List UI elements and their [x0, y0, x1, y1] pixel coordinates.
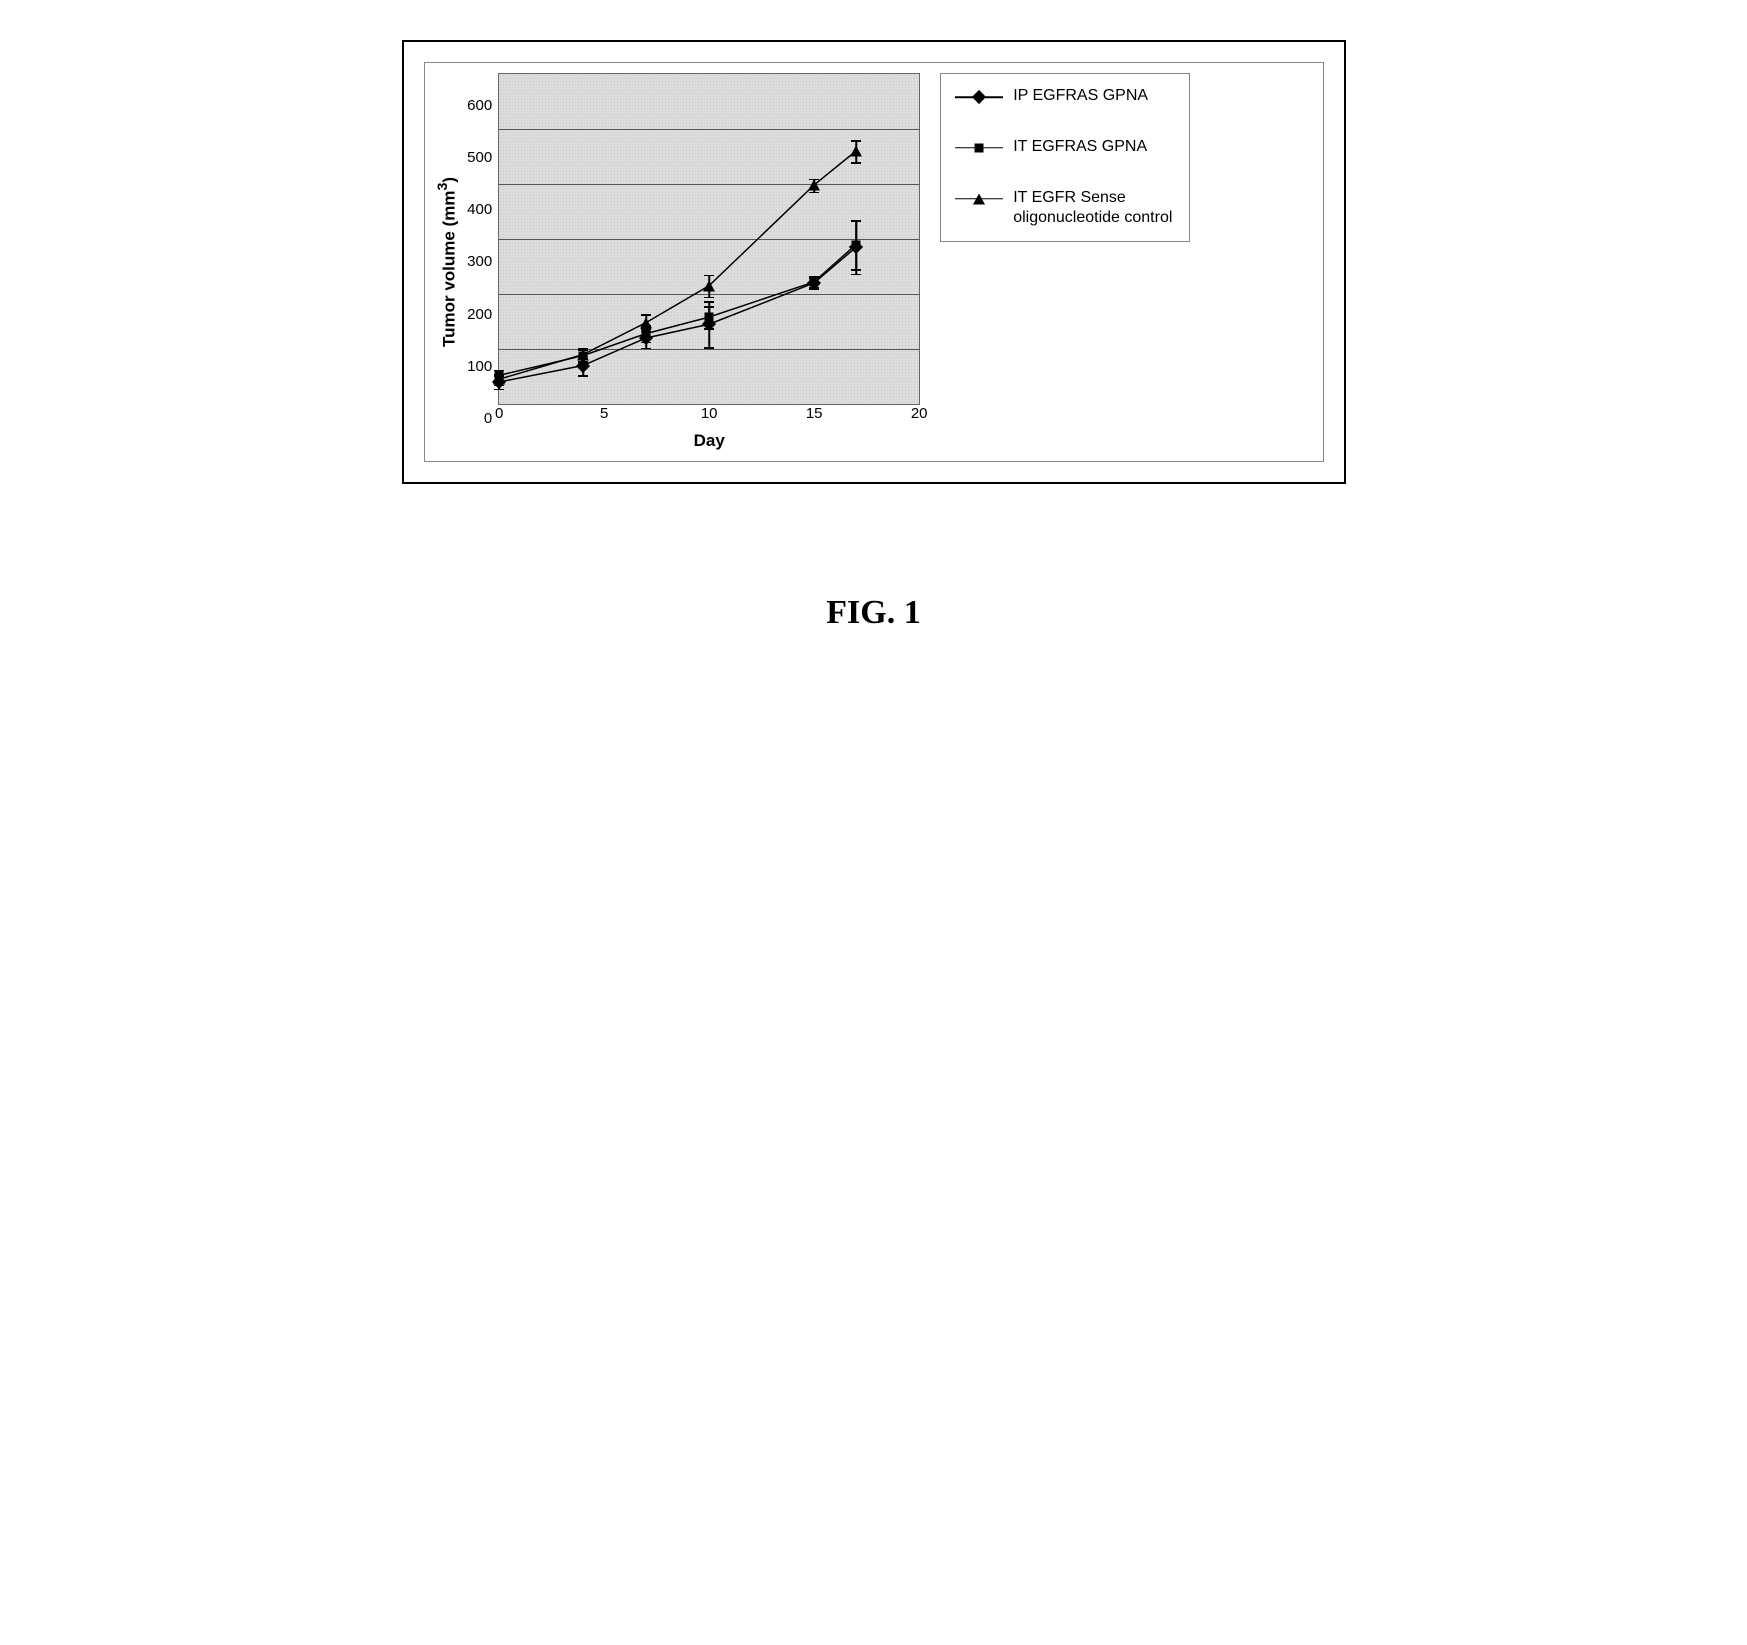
legend-label: IT EGFRAS GPNA [1013, 137, 1147, 158]
error-cap [641, 348, 651, 350]
x-ticks: 05101520 [499, 405, 919, 427]
data-marker [810, 277, 819, 286]
chart-left: Tumor volume (mm3) 600 500 400 300 200 100 0 0… [435, 73, 921, 451]
error-cap [494, 385, 504, 387]
error-cap [704, 275, 714, 277]
error-cap [851, 220, 861, 222]
error-cap [809, 287, 819, 289]
legend-swatch [955, 90, 1003, 104]
error-cap [704, 297, 714, 299]
y-tick-label: 200 [467, 306, 492, 323]
legend-item: IP EGFRAS GPNA [955, 86, 1175, 107]
data-marker [852, 240, 861, 249]
data-marker [850, 146, 862, 157]
gridline [499, 184, 919, 185]
y-tick-label: 500 [467, 149, 492, 166]
y-tick-label: 600 [467, 97, 492, 114]
figure-frame: Tumor volume (mm3) 600 500 400 300 200 100 0 0… [402, 40, 1346, 484]
legend-label: IP EGFRAS GPNA [1013, 86, 1148, 107]
chart-container: Tumor volume (mm3) 600 500 400 300 200 100 0 0… [424, 62, 1324, 462]
data-marker [705, 313, 714, 322]
error-cap [578, 361, 588, 363]
gridline [499, 349, 919, 350]
legend-swatch [955, 192, 1003, 206]
figure-caption: FIG. 1 [40, 594, 1707, 632]
y-tick-label: 300 [467, 253, 492, 270]
data-marker [703, 280, 715, 291]
y-tick-label: 400 [467, 201, 492, 218]
x-tick-label: 5 [600, 405, 608, 422]
error-cap [809, 192, 819, 194]
data-marker [808, 180, 820, 191]
plot-area [498, 73, 920, 405]
data-marker [577, 349, 589, 360]
error-cap [851, 140, 861, 142]
error-cap [704, 301, 714, 303]
data-marker [640, 317, 652, 328]
error-cap [641, 342, 651, 344]
error-cap [704, 306, 714, 308]
legend-item: IT EGFR Sense oligonucleotide control [955, 188, 1175, 230]
y-axis-label: Tumor volume (mm3) [435, 177, 460, 347]
legend-label: IT EGFR Sense oligonucleotide control [1013, 188, 1175, 230]
x-tick-label: 20 [911, 405, 928, 422]
error-cap [851, 162, 861, 164]
x-axis-label: Day [694, 431, 725, 451]
legend-item: IT EGFRAS GPNA [955, 137, 1175, 158]
y-tick-label: 100 [467, 358, 492, 375]
x-tick-label: 15 [806, 405, 823, 422]
error-cap [641, 331, 651, 333]
x-tick-label: 0 [495, 405, 503, 422]
x-tick-label: 10 [701, 405, 718, 422]
error-cap [851, 274, 861, 276]
data-marker [493, 374, 505, 385]
error-cap [704, 328, 714, 330]
error-cap [641, 314, 651, 316]
legend: IP EGFRAS GPNA IT EGFRAS GPNA IT EGFR Sens… [940, 73, 1190, 242]
error-cap [851, 269, 861, 271]
error-cap [578, 375, 588, 377]
error-cap [704, 347, 714, 349]
y-tick-label: 0 [484, 410, 492, 427]
gridline [499, 129, 919, 130]
legend-swatch [955, 141, 1003, 155]
